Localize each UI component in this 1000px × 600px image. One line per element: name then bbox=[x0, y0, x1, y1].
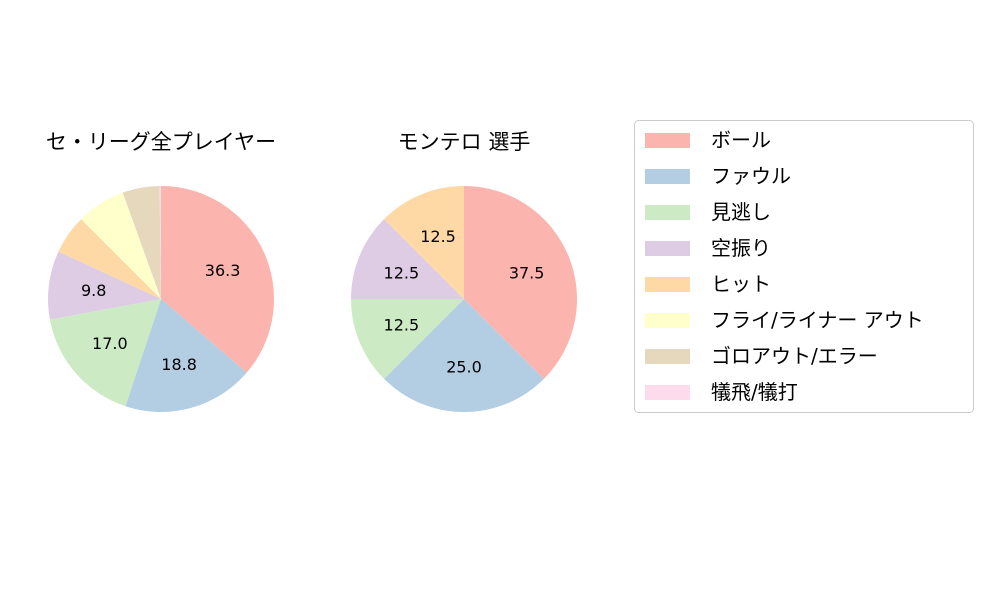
pie-chart-league: セ・リーグ全プレイヤー 36.3 18.8 17.0 9.8 bbox=[46, 130, 276, 413]
legend-label-0: ボール bbox=[711, 128, 771, 152]
chart-title-player: モンテロ 選手 bbox=[398, 130, 531, 154]
legend-frame bbox=[634, 120, 974, 413]
legend-swatch-7 bbox=[645, 385, 690, 400]
pie-slices-player: 37.525.012.512.512.5 bbox=[350, 186, 578, 412]
pie-slice-player-2 bbox=[350, 299, 464, 379]
legend-swatch-4 bbox=[645, 277, 690, 292]
legend-label-3: 空振り bbox=[711, 236, 771, 260]
pie-slice-player-3 bbox=[351, 219, 464, 299]
slice-label-league-3: 9.8 bbox=[81, 281, 106, 300]
pie-slice-league-4 bbox=[58, 219, 161, 299]
pie-slice-player-0 bbox=[464, 186, 578, 379]
pie-slice-league-1 bbox=[125, 299, 247, 413]
pie-slice-player-1 bbox=[384, 299, 544, 412]
slice-label-league-1: 18.8 bbox=[161, 355, 197, 374]
pie-slice-league-3 bbox=[48, 251, 161, 320]
legend-swatch-0 bbox=[645, 133, 690, 148]
legend-label-4: ヒット bbox=[711, 272, 771, 296]
slice-label-league-2: 17.0 bbox=[92, 334, 128, 353]
slice-label-player-4: 12.5 bbox=[420, 227, 456, 246]
pie-slice-league-7 bbox=[159, 186, 161, 299]
slice-label-player-0: 37.5 bbox=[509, 264, 545, 283]
slice-label-player-2: 12.5 bbox=[384, 315, 420, 334]
pie-slice-league-5 bbox=[81, 192, 161, 299]
pie-slices-league: 36.3 18.8 17.0 9.8 bbox=[48, 186, 274, 413]
pie-slice-league-2 bbox=[49, 299, 161, 407]
pie-slice-player-4 bbox=[384, 186, 464, 299]
slice-label-player-1: 25.0 bbox=[446, 357, 482, 376]
legend-swatch-5 bbox=[645, 313, 690, 328]
legend-label-5: フライ/ライナー アウト bbox=[711, 308, 924, 332]
legend-swatch-2 bbox=[645, 205, 690, 220]
legend-swatch-3 bbox=[645, 241, 690, 256]
legend-label-2: 見逃し bbox=[711, 200, 771, 224]
pie-slice-league-0 bbox=[161, 186, 274, 373]
pie-chart-player: モンテロ 選手 37.525.012.512.512.5 bbox=[350, 130, 578, 412]
legend-label-7: 犠飛/犠打 bbox=[711, 380, 798, 404]
legend-swatch-6 bbox=[645, 349, 690, 364]
slice-label-player-3: 12.5 bbox=[384, 264, 420, 283]
legend-label-1: ファウル bbox=[711, 164, 791, 188]
legend-swatch-1 bbox=[645, 169, 690, 184]
slice-label-league-0: 36.3 bbox=[205, 261, 241, 280]
chart-title-league: セ・リーグ全プレイヤー bbox=[46, 130, 276, 154]
pie-slice-league-6 bbox=[122, 186, 161, 299]
legend-label-6: ゴロアウト/エラー bbox=[711, 344, 878, 368]
